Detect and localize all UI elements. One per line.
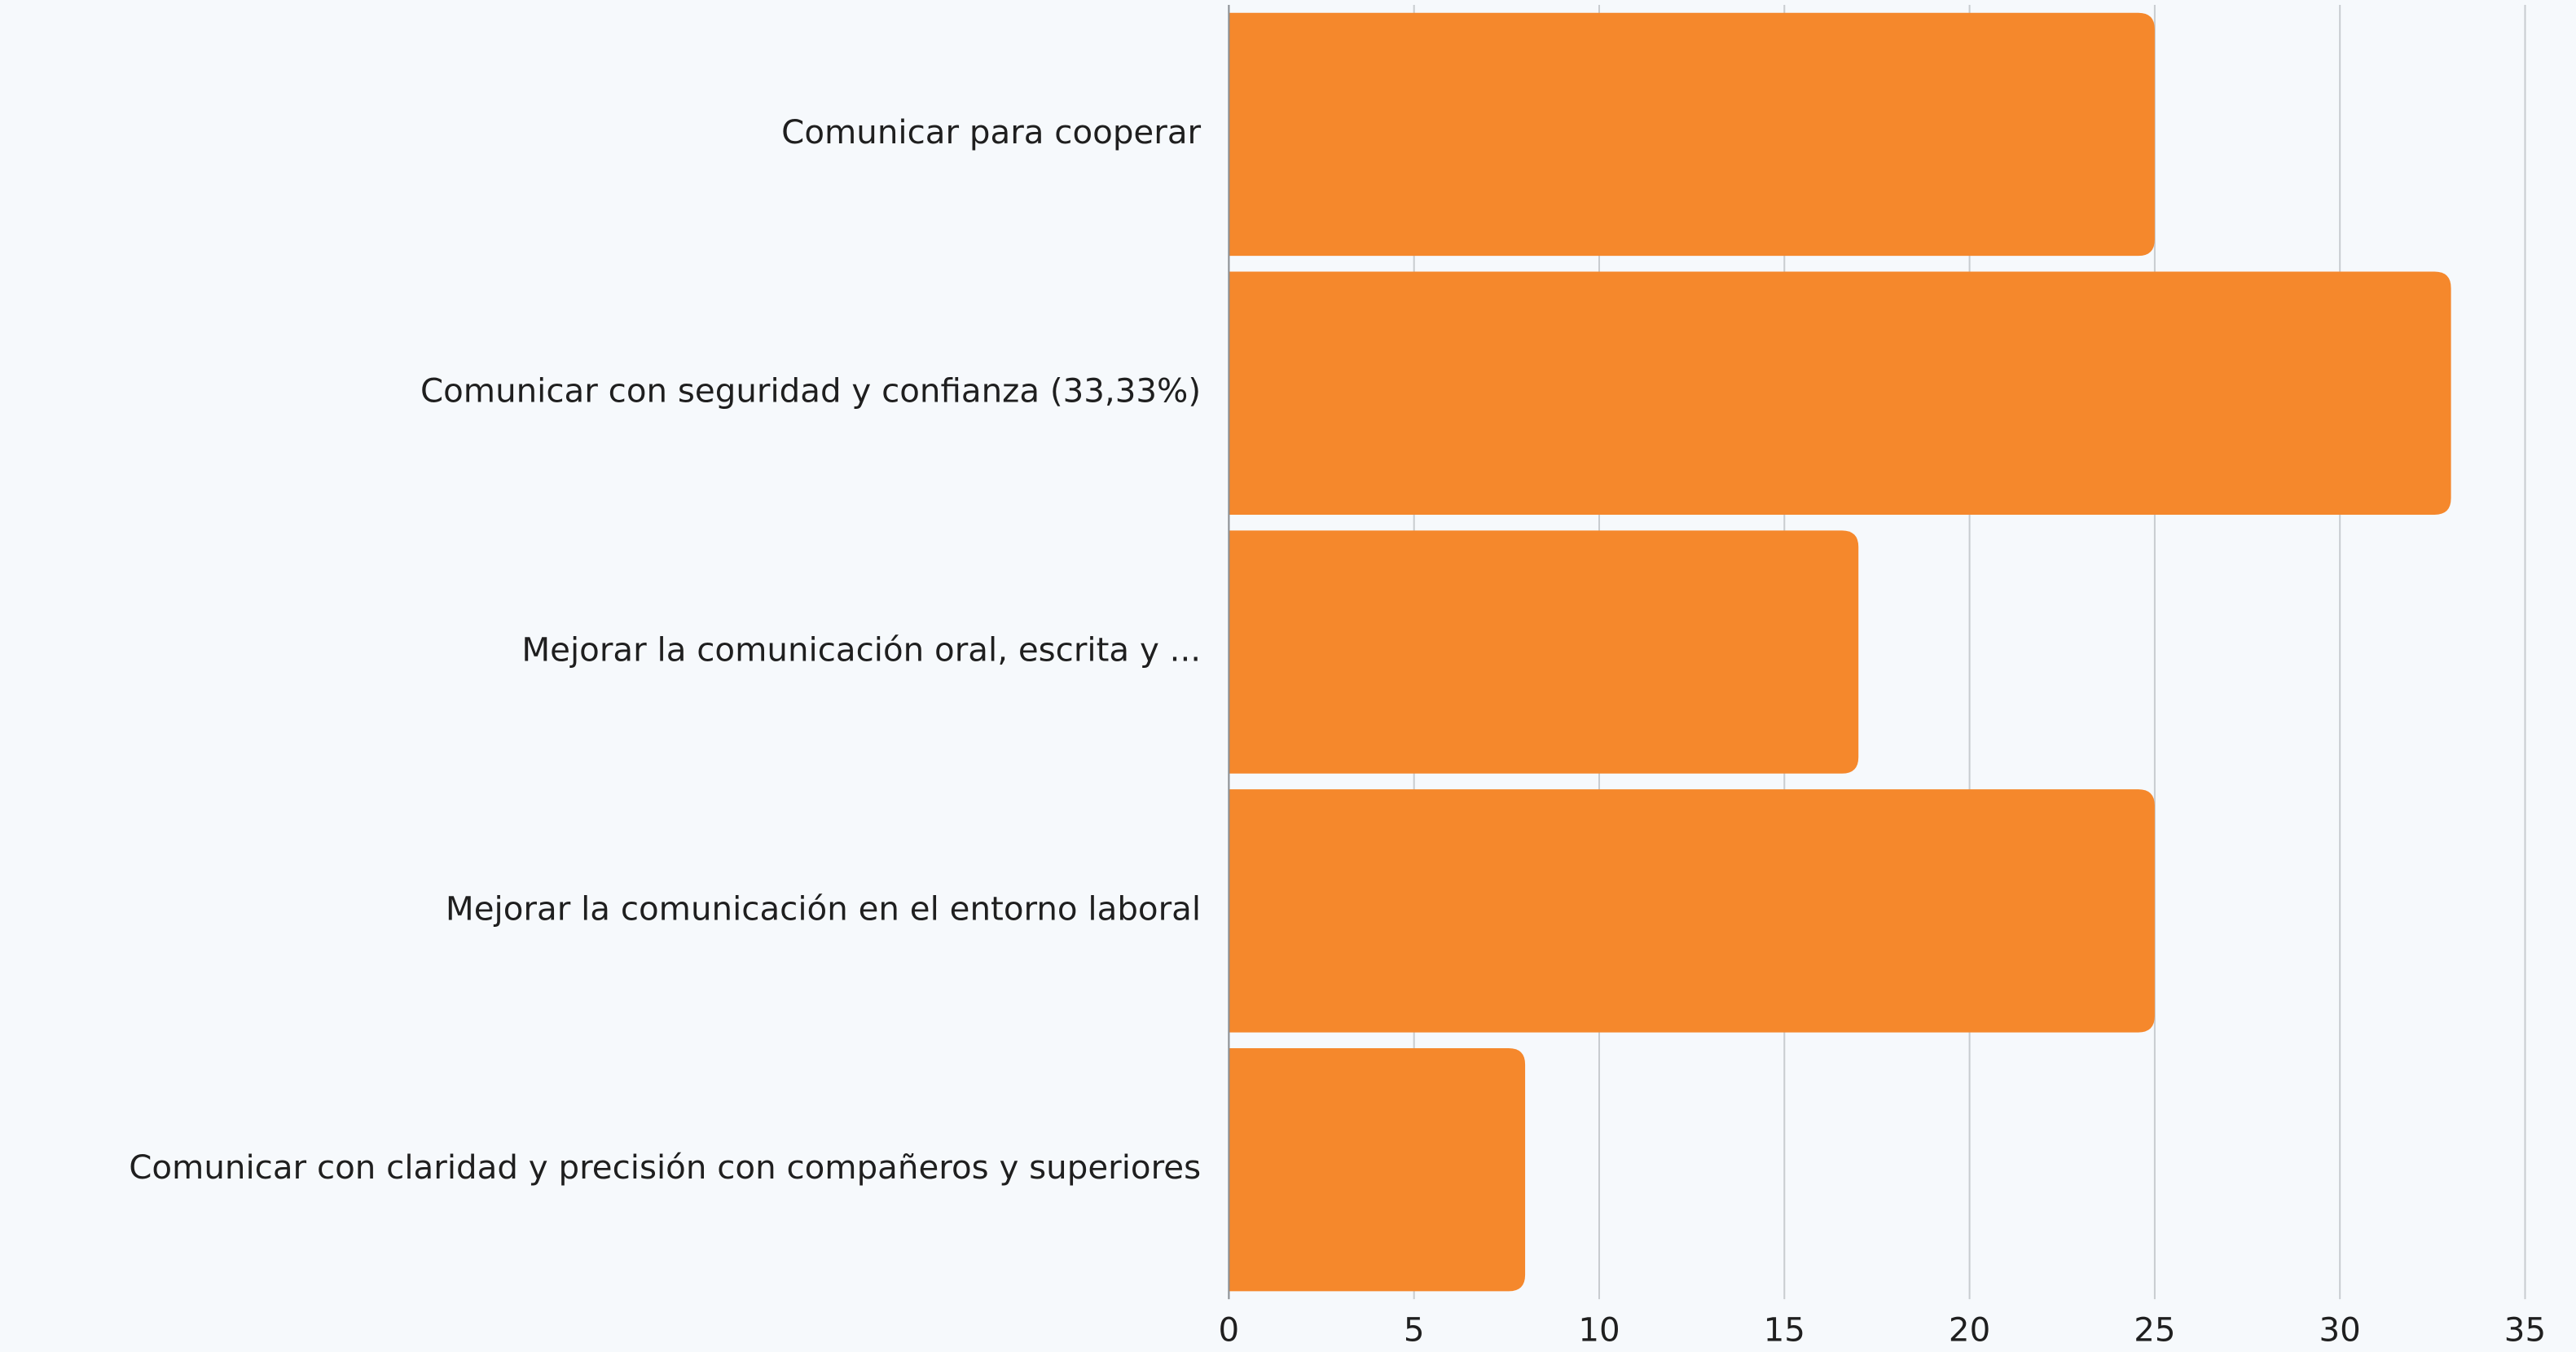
bar	[1229, 1047, 1526, 1292]
bar	[1229, 12, 2155, 257]
x-tick-label: 35	[2504, 1310, 2546, 1349]
x-tick-label: 5	[1404, 1310, 1425, 1349]
y-tick-label: Comunicar con seguridad y confianza (33,…	[420, 372, 1201, 410]
y-tick-label: Mejorar la comunicación oral, escrita y …	[521, 631, 1201, 669]
bar	[1229, 530, 1859, 774]
x-tick-label: 15	[1764, 1310, 1805, 1349]
x-tick-label: 30	[2319, 1310, 2361, 1349]
y-tick-label: Comunicar con claridad y precisión con c…	[129, 1148, 1201, 1187]
y-tick-label: Mejorar la comunicación en el entorno la…	[446, 889, 1201, 928]
x-tick-label: 0	[1219, 1310, 1240, 1349]
bar	[1229, 271, 2451, 515]
x-tick-label: 25	[2134, 1310, 2175, 1349]
x-tick-label: 20	[1949, 1310, 1990, 1349]
y-tick-label: Comunicar para cooperar	[781, 113, 1201, 151]
bar	[1229, 789, 2155, 1033]
x-tick-label: 10	[1578, 1310, 1620, 1349]
